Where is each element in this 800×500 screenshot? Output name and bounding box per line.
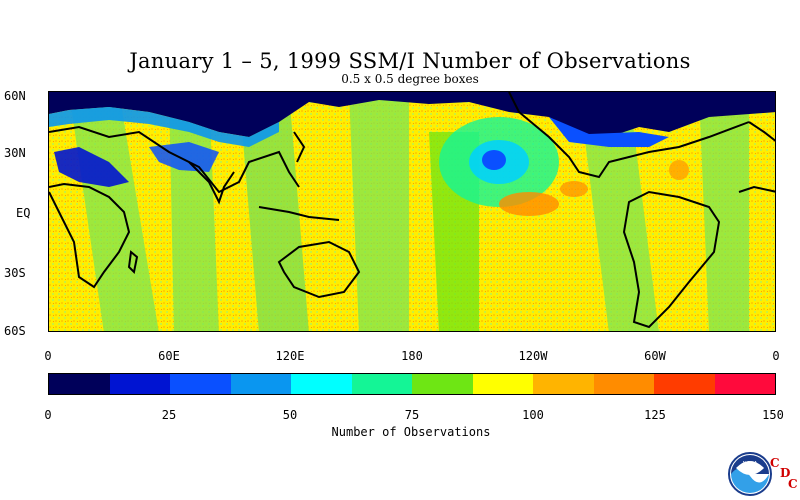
europe-right-outline bbox=[748, 121, 775, 142]
colorbar-tick-150: 150 bbox=[762, 408, 784, 422]
northern-ice-region bbox=[49, 92, 775, 137]
japan-outline bbox=[293, 131, 306, 163]
cdc-letter-c2: C bbox=[788, 477, 798, 491]
colorbar-tick-50: 50 bbox=[282, 408, 298, 422]
colorbar-swatch-6 bbox=[412, 374, 473, 394]
cdc-letter-d: D bbox=[780, 466, 791, 480]
colorbar-tick-75: 75 bbox=[404, 408, 420, 422]
lat-label-30n: 30N bbox=[4, 146, 26, 160]
lat-label-30s: 30S bbox=[4, 266, 26, 280]
colorbar-swatch-2 bbox=[170, 374, 231, 394]
lon-label-120w: 120W bbox=[518, 349, 548, 363]
colorbar-tick-125: 125 bbox=[644, 408, 666, 422]
colorbar bbox=[48, 373, 776, 395]
madagascar-outline bbox=[127, 250, 139, 275]
colorbar-swatch-9 bbox=[593, 374, 654, 394]
india-outline bbox=[188, 161, 235, 205]
lon-label-60w: 60W bbox=[644, 349, 666, 363]
colorbar-swatch-8 bbox=[533, 374, 594, 394]
lat-label-60n: 60N bbox=[4, 89, 26, 103]
observation-map bbox=[48, 91, 776, 332]
sahara-blue-patch bbox=[54, 147, 129, 187]
south-america-outline bbox=[622, 190, 721, 329]
lat-label-60s: 60S bbox=[4, 324, 26, 338]
colorbar-swatch-7 bbox=[472, 374, 533, 394]
colorbar-swatch-10 bbox=[654, 374, 715, 394]
colorbar-tick-25: 25 bbox=[161, 408, 177, 422]
colorbar-swatch-0 bbox=[49, 374, 110, 394]
map-subtitle: 0.5 x 0.5 degree boxes bbox=[341, 72, 479, 86]
africa-west-right-outline bbox=[738, 185, 775, 193]
colorbar-tick-100: 100 bbox=[522, 408, 544, 422]
lon-label-0-right: 0 bbox=[772, 349, 780, 363]
orange-patch-east bbox=[560, 181, 588, 197]
colorbar-title: Number of Observations bbox=[331, 425, 491, 439]
colorbar-tick-0: 0 bbox=[44, 408, 52, 422]
pacific-blue-spot bbox=[482, 150, 506, 170]
colorbar-swatch-3 bbox=[230, 374, 291, 394]
indonesia-outline bbox=[258, 206, 340, 221]
colorbar-swatch-11 bbox=[714, 374, 775, 394]
noaa-logo-text: NOAA bbox=[743, 461, 758, 467]
noaa-logo: NOAA bbox=[728, 452, 772, 496]
cdc-letter-c1: C bbox=[770, 456, 780, 470]
lat-label-eq: EQ bbox=[16, 206, 31, 220]
orange-patch-pacific bbox=[499, 192, 559, 216]
colorbar-swatch-1 bbox=[109, 374, 170, 394]
map-title: January 1 – 5, 1999 SSM/I Number of Obse… bbox=[129, 49, 691, 73]
map-canvas bbox=[49, 92, 775, 331]
lon-label-120e: 120E bbox=[275, 349, 305, 363]
colorbar-swatch-4 bbox=[291, 374, 352, 394]
lon-label-0-left: 0 bbox=[44, 349, 52, 363]
lon-label-180: 180 bbox=[401, 349, 423, 363]
north-america-blue-band bbox=[549, 117, 669, 147]
colorbar-swatch-5 bbox=[351, 374, 412, 394]
lon-label-60e: 60E bbox=[158, 349, 180, 363]
australia-outline bbox=[277, 240, 361, 299]
eurasia-outline bbox=[49, 125, 300, 194]
orange-patch-atlantic bbox=[669, 160, 689, 180]
africa-outline bbox=[49, 182, 131, 289]
north-america-outline bbox=[508, 92, 750, 179]
coastlines bbox=[49, 92, 775, 329]
northern-transition-band bbox=[49, 107, 279, 147]
